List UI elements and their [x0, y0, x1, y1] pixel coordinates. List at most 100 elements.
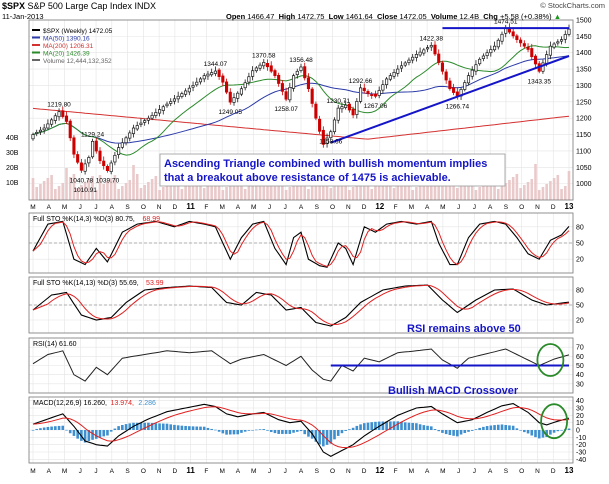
candle-body — [50, 119, 54, 125]
price-value-label: 1344.07 — [204, 61, 228, 68]
candle-body — [522, 43, 526, 47]
macd-histogram-bar — [98, 430, 102, 438]
macd-histogram-bar — [348, 429, 351, 430]
macd-histogram-bar — [255, 429, 258, 431]
macd-histogram-bar — [232, 430, 236, 435]
macd-histogram-bar — [217, 430, 221, 432]
annotation-text-line1: Ascending Triangle combined with bullish… — [164, 158, 487, 170]
time-axis-label-bottom: J — [268, 468, 271, 475]
candle-body — [232, 97, 236, 103]
macd-histogram-bar — [478, 427, 481, 430]
macd-histogram-bar — [188, 426, 191, 430]
candle-body — [332, 119, 337, 133]
macd-histogram-bar — [109, 430, 113, 432]
candle-body — [210, 72, 214, 76]
candle-body — [556, 41, 560, 44]
volume-bar — [370, 189, 374, 200]
macd-histogram-bar — [273, 430, 277, 434]
volume-bar — [147, 182, 150, 200]
volume-bar — [42, 181, 46, 200]
volume-bar — [68, 177, 72, 200]
macd-hist-label: 2.286 — [138, 400, 156, 407]
time-axis-label-bottom: A — [236, 468, 241, 475]
time-axis-label-price: A — [110, 204, 115, 211]
time-axis-label-price: S — [315, 204, 320, 211]
volume-bar — [262, 174, 266, 200]
price-value-label: 1266.74 — [446, 103, 470, 110]
candle-body — [306, 77, 310, 90]
macd-histogram-bar — [42, 427, 46, 430]
macd-histogram-bar — [552, 430, 556, 433]
price-value-label: 1267.06 — [364, 103, 388, 110]
candle-body — [42, 127, 46, 131]
volume-bar — [496, 189, 500, 200]
time-axis-label-price: D — [173, 204, 178, 211]
time-axis-label-bottom: M — [219, 468, 224, 475]
candle-body — [139, 122, 143, 125]
time-axis-label-price: A — [425, 204, 430, 211]
time-axis-label-price: F — [204, 204, 208, 211]
candle-body — [355, 101, 359, 115]
volume-bar — [459, 185, 463, 200]
volume-bar — [80, 185, 83, 200]
candle-body — [146, 117, 150, 121]
candle-body — [411, 56, 415, 61]
volume-bar — [221, 190, 225, 200]
price-value-label: 1219.80 — [47, 102, 71, 109]
macd-histogram-bar — [83, 430, 87, 443]
candle-body — [548, 45, 552, 56]
volume-bar — [508, 180, 511, 200]
candle-body — [117, 147, 121, 156]
time-axis-label-price: 11 — [186, 202, 195, 211]
macd-histogram-bar — [57, 425, 61, 430]
support-trendline — [330, 55, 570, 144]
volume-bar — [377, 183, 381, 200]
candle-body — [191, 85, 195, 88]
volume-bar — [106, 181, 109, 200]
time-axis-label-price: D — [362, 204, 367, 211]
candle-body — [426, 47, 430, 50]
volume-tick-label: 40B — [6, 135, 19, 142]
time-axis-label-price: J — [79, 204, 82, 211]
time-axis-label-bottom: A — [47, 468, 52, 475]
volume-bar — [65, 168, 68, 200]
macd-histogram-bar — [221, 430, 225, 434]
candle-body — [552, 43, 556, 48]
time-axis-label-bottom: J — [79, 468, 82, 475]
candle-body — [440, 62, 444, 72]
candle-body — [172, 98, 176, 102]
candle-body — [68, 120, 72, 139]
time-axis-label-bottom: O — [141, 468, 146, 475]
volume-bar — [448, 177, 452, 200]
macd-histogram-bar — [508, 425, 511, 430]
time-axis-label-price: 13 — [565, 202, 574, 211]
time-axis-label-price: J — [473, 204, 476, 211]
sto-fast-k-line — [32, 220, 570, 268]
volume-bar — [489, 178, 493, 200]
macd-histogram-bar — [292, 430, 295, 433]
candle-body — [150, 114, 154, 119]
macd-histogram-bar — [523, 430, 526, 433]
macd-histogram-bar — [459, 430, 463, 435]
price-value-label: 1158.66 — [319, 139, 342, 146]
candle-body — [154, 112, 158, 116]
candle-body — [31, 134, 35, 140]
macd-histogram-bar — [325, 430, 329, 445]
macd-histogram-bar — [333, 430, 336, 440]
volume-bar — [407, 176, 411, 200]
time-axis-label-price: N — [535, 204, 540, 211]
macd-histogram-bar — [150, 422, 154, 430]
candle-body — [228, 91, 232, 103]
volume-bar — [433, 177, 437, 200]
time-axis-label-bottom: N — [535, 468, 540, 475]
volume-bar — [35, 187, 39, 200]
header-brand[interactable]: © StockCharts.com — [540, 1, 605, 10]
macd-histogram-bar — [370, 422, 374, 430]
time-axis-label-bottom: M — [62, 468, 67, 475]
volume-bar — [385, 177, 388, 200]
candle-body — [269, 65, 273, 72]
time-axis-label-price: A — [236, 204, 241, 211]
price-value-label: 1474.51 — [494, 18, 518, 25]
macd-histogram-bar — [541, 430, 545, 438]
candle-body — [336, 107, 340, 121]
